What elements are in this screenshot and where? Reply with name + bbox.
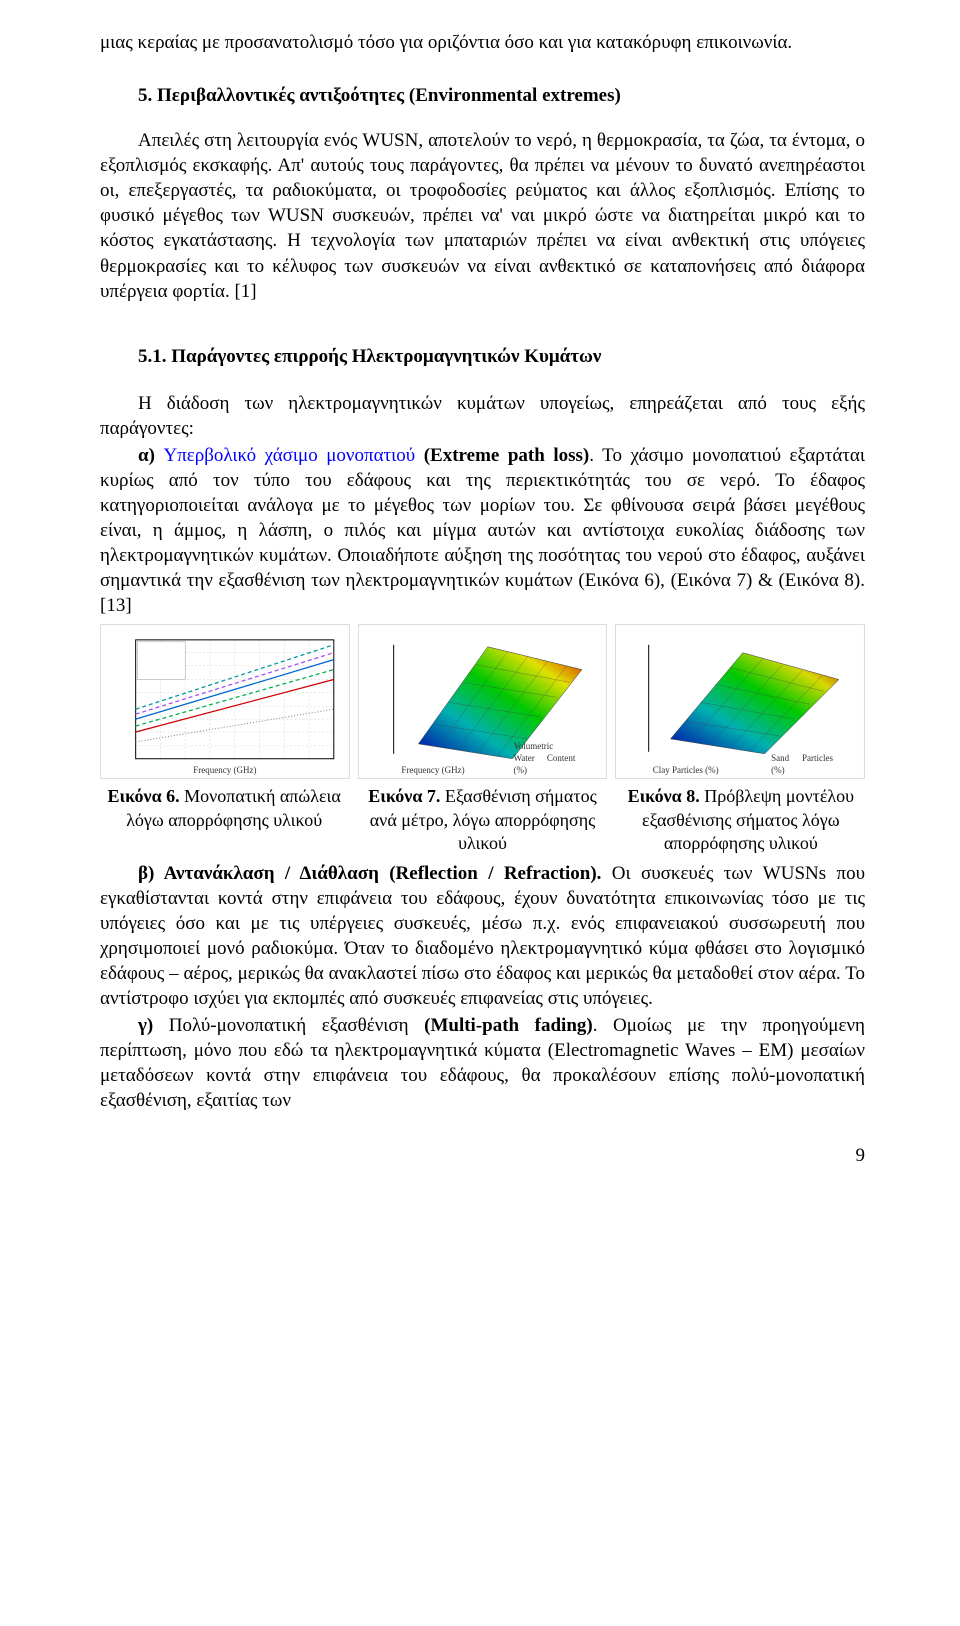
figure-8-ylabel: Sand Particles (%) — [771, 753, 833, 777]
figure-7-ylabel: Volumetric Water Content (%) — [513, 741, 575, 777]
figure-6-svg — [101, 625, 349, 779]
intro-tail-paragraph: μιας κεραίας με προσανατολισμό τόσο για … — [100, 30, 865, 55]
section-5-title: 5. Περιβαλλοντικές αντιξοότητες (Environ… — [138, 83, 865, 108]
caption-8: Εικόνα 8. Πρόβλεψη μοντέλου εξασθένισης … — [617, 785, 865, 854]
figures-row: Frequency (GHz) — [100, 624, 865, 779]
para-gamma: γ) Πολύ-μονοπατική εξασθένιση (Multi-pat… — [100, 1013, 865, 1113]
para-beta-lead: β) — [138, 863, 164, 884]
page-number: 9 — [100, 1143, 865, 1168]
subsection-5-1-number: 5.1. — [138, 346, 167, 367]
para-alpha-lead: α) — [138, 445, 163, 466]
caption-7: Εικόνα 7. Εξασθένιση σήματος ανά μέτρο, … — [358, 785, 606, 854]
caption-7-title: Εικόνα 7. — [368, 786, 440, 806]
caption-6: Εικόνα 6. Μονοπατική απώλεια λόγω απορρό… — [100, 785, 348, 854]
para-gamma-plain: Πολύ-μονοπατική εξασθένιση — [169, 1015, 424, 1036]
page-body: μιας κεραίας με προσανατολισμό τόσο για … — [0, 0, 960, 1208]
para-alpha-blue-term: Υπερβολικό χάσιμο μονοπατιού — [163, 445, 423, 466]
figure-8-xlabel: Clay Particles (%) — [653, 765, 719, 777]
figure-7-image: Frequency (GHz) Volumetric Water Content… — [358, 624, 608, 779]
para-beta-bold-term: Αντανάκλαση / Διάθλαση (Reflection / Ref… — [164, 863, 602, 884]
para-alpha-bold-term: (Extreme path loss) — [424, 445, 590, 466]
caption-6-title: Εικόνα 6. — [108, 786, 180, 806]
subsection-5-1-title-text: Παράγοντες επιρροής Ηλεκτρομαγνητικών Κυ… — [171, 346, 601, 367]
para-gamma-bold-term: (Multi-path fading) — [424, 1015, 593, 1036]
figure-6-xlabel: Frequency (GHz) — [193, 765, 256, 777]
para-alpha-rest: . Το χάσιμο μονοπατιού εξαρτάται κυρίως … — [100, 445, 865, 616]
figure-7-xlabel: Frequency (GHz) — [401, 765, 464, 777]
para-beta-rest: Οι συσκευές των WUSNs που εγκαθίστανται … — [100, 863, 865, 1009]
section-5-title-text: Περιβαλλοντικές αντιξοότητες (Environmen… — [157, 85, 621, 106]
subsection-5-1-lead-paragraph: Η διάδοση των ηλεκτρομαγνητικών κυμάτων … — [100, 391, 865, 441]
figure-6: Frequency (GHz) — [100, 624, 350, 779]
section-5-number: 5. — [138, 85, 152, 106]
caption-8-title: Εικόνα 8. — [628, 786, 700, 806]
figure-8-image: Clay Particles (%) Sand Particles (%) — [615, 624, 865, 779]
figure-8: Clay Particles (%) Sand Particles (%) — [615, 624, 865, 779]
captions-row: Εικόνα 6. Μονοπατική απώλεια λόγω απορρό… — [100, 785, 865, 854]
para-gamma-lead: γ) — [138, 1015, 169, 1036]
para-beta: β) Αντανάκλαση / Διάθλαση (Reflection / … — [100, 861, 865, 1011]
section-5-paragraph: Απειλές στη λειτουργία ενός WUSN, αποτελ… — [100, 128, 865, 304]
figure-7: Frequency (GHz) Volumetric Water Content… — [358, 624, 608, 779]
para-alpha: α) Υπερβολικό χάσιμο μονοπατιού (Extreme… — [100, 443, 865, 619]
subsection-5-1-title: 5.1. Παράγοντες επιρροής Ηλεκτρομαγνητικ… — [138, 344, 865, 369]
figure-6-image: Frequency (GHz) — [100, 624, 350, 779]
